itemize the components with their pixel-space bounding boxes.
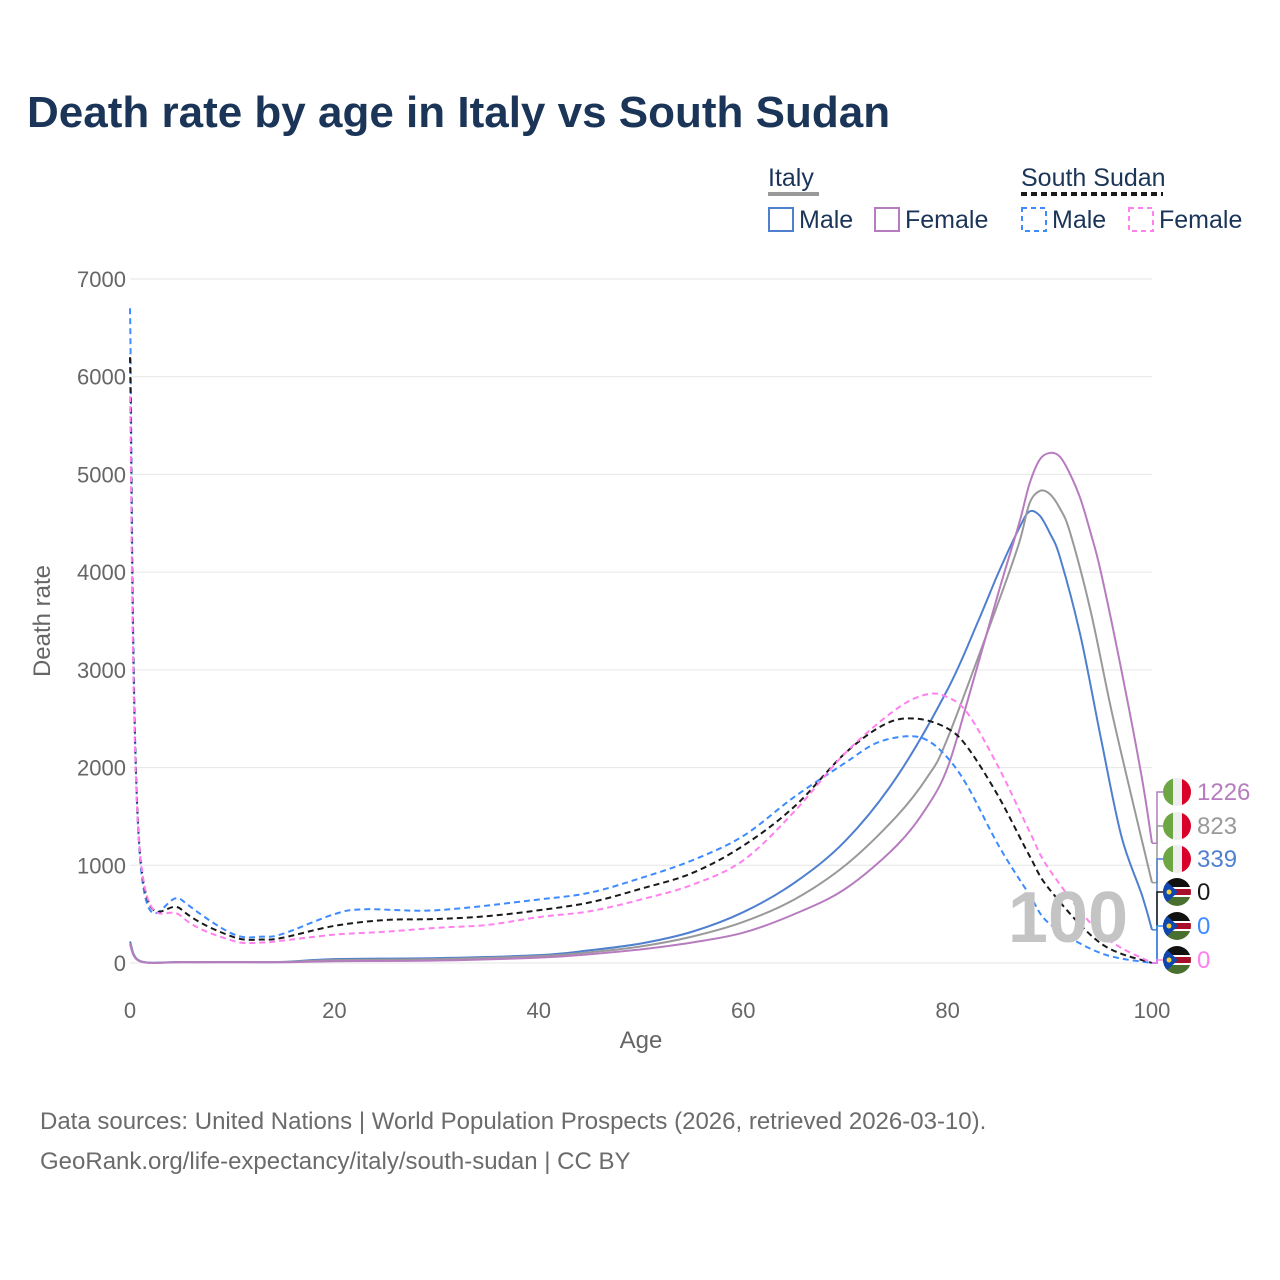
- south-sudan-flag-icon: [1163, 912, 1191, 940]
- y-tick-label: 3000: [77, 658, 126, 683]
- x-tick-label: 100: [1134, 998, 1171, 1023]
- y-tick-label: 6000: [77, 365, 126, 390]
- y-tick-label: 4000: [77, 560, 126, 585]
- y-tick-label: 5000: [77, 462, 126, 487]
- end-value-label: 1226: [1197, 779, 1250, 806]
- y-tick-label: 0: [114, 951, 126, 976]
- legend-group-italy: Italy: [768, 164, 814, 192]
- legend: Italy Male Female South Sudan Male Femal…: [768, 164, 1242, 234]
- x-axis-label: Age: [620, 1027, 663, 1054]
- x-tick-label: 20: [322, 998, 346, 1023]
- legend-swatch-ss-female: [1128, 207, 1154, 232]
- series-line-south-sudan-male[interactable]: [129, 308, 1153, 964]
- legend-group-south-sudan: South Sudan: [1021, 164, 1166, 192]
- south-sudan-flag-icon: [1163, 878, 1191, 906]
- x-tick-label: 80: [935, 998, 959, 1023]
- age-watermark: 100: [1008, 878, 1128, 958]
- chart-title: Death rate by age in Italy vs South Suda…: [27, 88, 891, 137]
- legend-swatch-italy-female: [874, 207, 900, 232]
- x-tick-label: 40: [527, 998, 551, 1023]
- x-tick-label: 0: [124, 998, 136, 1023]
- series-line-south-sudan-female[interactable]: [129, 396, 1153, 964]
- y-tick-label: 2000: [77, 756, 126, 781]
- x-tick-label: 60: [731, 998, 755, 1023]
- end-value-label: 0: [1197, 947, 1210, 974]
- end-value-label: 0: [1197, 913, 1210, 940]
- legend-ss-female[interactable]: Female: [1159, 206, 1242, 234]
- legend-ss-male[interactable]: Male: [1052, 206, 1106, 234]
- legend-swatch-italy-male: [768, 207, 794, 232]
- end-value-label: 0: [1197, 879, 1210, 906]
- italy-flag-icon: [1163, 778, 1191, 806]
- end-value-label: 823: [1197, 813, 1237, 840]
- series-line-italy-female[interactable]: [129, 451, 1153, 964]
- series-line-italy-total[interactable]: [129, 489, 1153, 964]
- y-tick-label: 7000: [77, 267, 126, 292]
- source-line-2[interactable]: GeoRank.org/life-expectancy/italy/south-…: [40, 1148, 631, 1175]
- series-line-south-sudan-total[interactable]: [129, 357, 1153, 964]
- y-tick-label: 1000: [77, 853, 126, 878]
- legend-italy-female[interactable]: Female: [905, 206, 988, 234]
- y-axis-label: Death rate: [29, 565, 56, 677]
- italy-flag-icon: [1163, 845, 1191, 873]
- south-sudan-flag-icon: [1163, 946, 1191, 974]
- source-line-1: Data sources: United Nations | World Pop…: [40, 1108, 987, 1135]
- end-value-label: 339: [1197, 846, 1237, 873]
- series-line-italy-male[interactable]: [129, 509, 1153, 964]
- legend-italy-male[interactable]: Male: [799, 206, 853, 234]
- italy-flag-icon: [1163, 812, 1191, 840]
- legend-swatch-ss-male: [1021, 207, 1047, 232]
